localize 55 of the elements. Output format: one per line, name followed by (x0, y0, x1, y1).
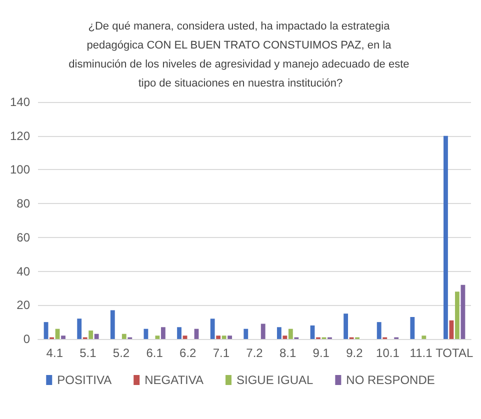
y-tick-label: 120 (10, 128, 30, 143)
y-tick-label: 100 (10, 162, 30, 177)
bar (244, 328, 248, 339)
x-tick-label: 7.2 (246, 346, 264, 360)
bar (455, 292, 460, 339)
bar (376, 322, 382, 339)
bar (282, 336, 288, 339)
bar (260, 324, 266, 339)
bar (177, 327, 182, 339)
x-tick-label: 10.1 (376, 346, 400, 360)
y-tick-label: 140 (10, 95, 30, 109)
legend-label: NEGATIVA (144, 373, 204, 387)
bar (155, 336, 160, 339)
bar (210, 318, 215, 339)
x-tick-label: 9.2 (346, 346, 364, 360)
bar (222, 336, 226, 339)
legend-label: POSITIVA (57, 373, 112, 387)
x-tick-label: 6.2 (180, 346, 197, 360)
bar (460, 284, 466, 339)
bar (94, 334, 99, 339)
y-tick-label: 60 (16, 230, 30, 244)
x-tick-label: 11.1 (410, 346, 433, 360)
bar (228, 336, 232, 339)
x-tick-label: 8.1 (279, 346, 296, 360)
bar (110, 310, 115, 339)
bar (216, 336, 221, 339)
bar (44, 322, 48, 339)
x-tick-label: 4.1 (46, 346, 64, 360)
bar (122, 334, 126, 339)
chart-title: ¿De qué manera, considera usted, ha impactado la estrategia pedagógica CON EL BUEN TRATO CONSTUIMOS PAZ, en la disminución de los niveles de agresividad y manejo adecuado de este tipo de situaciones en nuestra institución? (68, 20, 412, 90)
bar (444, 136, 448, 339)
bar (88, 330, 94, 339)
x-tick-label: 6.1 (146, 346, 164, 360)
y-tick-label: 0 (23, 332, 30, 346)
y-tick-label: 40 (16, 264, 30, 278)
bar (276, 327, 282, 339)
bar (449, 320, 454, 339)
bar (410, 316, 415, 339)
bar (310, 325, 315, 339)
legend-label: SIGUE IGUAL (236, 373, 314, 387)
bar (288, 328, 293, 339)
bar (422, 336, 426, 339)
bar (344, 314, 348, 339)
x-tick-label: 7.1 (212, 346, 230, 360)
y-tick-label: 80 (16, 196, 30, 211)
x-tick-label: 5.2 (112, 346, 130, 360)
legend-label: NO RESPONDE (346, 373, 435, 387)
x-tick-label: 5.1 (80, 346, 97, 360)
x-tick-label: TOTAL (436, 346, 474, 360)
bar (160, 327, 166, 339)
bar (182, 336, 188, 339)
x-tick-label: 9.1 (312, 346, 330, 360)
bar (61, 336, 66, 339)
y-tick-label: 20 (16, 298, 30, 312)
bar (77, 318, 82, 339)
